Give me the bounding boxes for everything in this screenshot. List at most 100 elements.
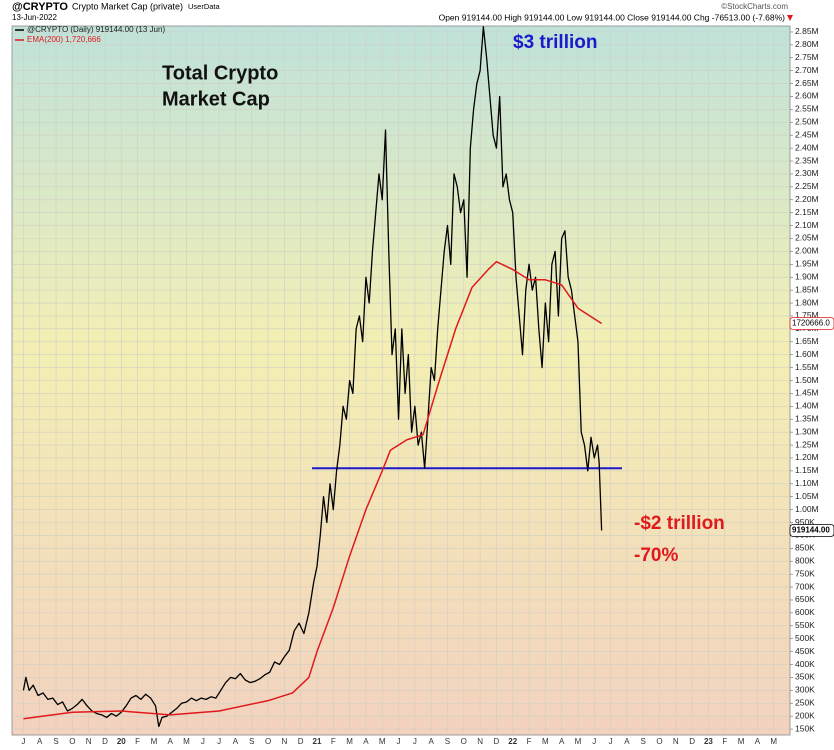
x-tick-label: M [346,737,353,746]
y-tick-label: 1.60M [795,349,819,359]
x-tick-label: D [689,737,695,746]
y-tick-label: 1.85M [795,284,819,294]
last-value-tag [789,524,834,537]
y-tick-label: 2.60M [795,91,819,101]
y-tick-label: 2.65M [795,78,819,88]
y-tick-label: 700K [795,581,815,591]
y-tick-label: 2.85M [795,26,819,36]
y-tick-label: 950K [795,517,815,527]
x-tick-label: 20 [117,737,126,746]
x-tick-label: 23 [704,737,713,746]
price-line [22,26,603,728]
y-tick-label: 2.00M [795,246,819,256]
x-tick-label: A [233,737,239,746]
y-tick-label: 1.40M [795,401,819,411]
y-tick-label: 400K [795,659,815,669]
y-tick-label: 1.45M [795,388,819,398]
x-tick-label: J [201,737,205,746]
x-tick-label: D [494,737,500,746]
x-tick-label: M [183,737,190,746]
y-tick-label: 600K [795,607,815,617]
y-tick-label: 1.10M [795,478,819,488]
y-tick-label: 1.75M [795,310,819,320]
x-tick-label: A [559,737,565,746]
y-tick-label: 550K [795,620,815,630]
x-tick-label: N [281,737,287,746]
date: 13-Jun-2022 [12,13,57,22]
last-value-tag [789,317,834,330]
x-tick-label: M [738,737,745,746]
y-tick-label: 2.80M [795,39,819,49]
x-tick-label: D [298,737,304,746]
symbol-name: Crypto Market Cap (private) [72,1,183,11]
y-tick-label: 2.55M [795,104,819,114]
symbol: @CRYPTO [12,1,68,13]
x-tick-label: M [151,737,158,746]
y-tick-label: 2.30M [795,168,819,178]
y-tick-label: 1.30M [795,426,819,436]
x-tick-label: D [102,737,108,746]
legend-label: @CRYPTO (Daily) 919144.00 (13 Jun) [27,25,165,34]
x-tick-label: A [363,737,369,746]
y-tick-label: 1.90M [795,271,819,281]
x-tick-label: N [86,737,92,746]
y-tick-label: 1.95M [795,259,819,269]
x-tick-label: J [21,737,25,746]
annotation: Total Crypto [162,62,278,84]
credit: ©StockCharts.com [721,2,788,11]
x-tick-label: F [331,737,336,746]
x-tick-label: 21 [313,737,322,746]
y-tick-label: 2.50M [795,117,819,127]
y-tick-label: 350K [795,672,815,682]
x-tick-label: M [542,737,549,746]
y-tick-label: 2.75M [795,52,819,62]
x-tick-label: O [656,737,662,746]
x-tick-label: A [429,737,435,746]
x-tick-label: N [477,737,483,746]
series-layer [22,26,622,728]
x-tick-label: A [168,737,174,746]
annotation: -70% [634,545,678,566]
last-value-label: 1720666.0 [792,319,830,328]
quote: Open 919144.00 High 919144.00 Low 919144… [439,12,786,22]
x-tick-label: N [673,737,679,746]
x-tick-label: F [135,737,140,746]
y-tick-label: 1.35M [795,413,819,423]
y-tick-label: 2.25M [795,181,819,191]
y-tick-label: 750K [795,568,815,578]
y-tick-label: 1.80M [795,297,819,307]
x-tick-label: J [413,737,417,746]
x-tick-label: M [575,737,582,746]
down-arrow [787,15,793,21]
y-tick-label: 1.65M [795,336,819,346]
y-tick-label: 2.15M [795,207,819,217]
x-tick-label: A [624,737,630,746]
y-tick-label: 800K [795,555,815,565]
y-tick-label: 1.20M [795,452,819,462]
x-tick-label: M [770,737,777,746]
y-tick-label: 2.35M [795,155,819,165]
x-tick-label: S [445,737,450,746]
x-tick-label: S [249,737,254,746]
x-tick-label: S [53,737,58,746]
y-tick-label: 200K [795,710,815,720]
y-tick-label: 150K [795,723,815,733]
y-tick-label: 1.55M [795,362,819,372]
x-tick-label: O [69,737,75,746]
y-tick-label: 450K [795,646,815,656]
x-tick-label: S [641,737,646,746]
y-tick-label: 2.40M [795,142,819,152]
x-tick-label: O [461,737,467,746]
y-tick-label: 1.15M [795,465,819,475]
x-tick-label: 22 [508,737,517,746]
y-tick-label: 2.70M [795,65,819,75]
annotation: Market Cap [162,88,270,110]
x-tick-label: A [755,737,761,746]
x-tick-label: J [217,737,221,746]
y-tick-label: 2.10M [795,220,819,230]
x-tick-label: F [722,737,727,746]
y-tick-label: 500K [795,633,815,643]
y-tick-label: 250K [795,697,815,707]
y-tick-label: 2.45M [795,129,819,139]
